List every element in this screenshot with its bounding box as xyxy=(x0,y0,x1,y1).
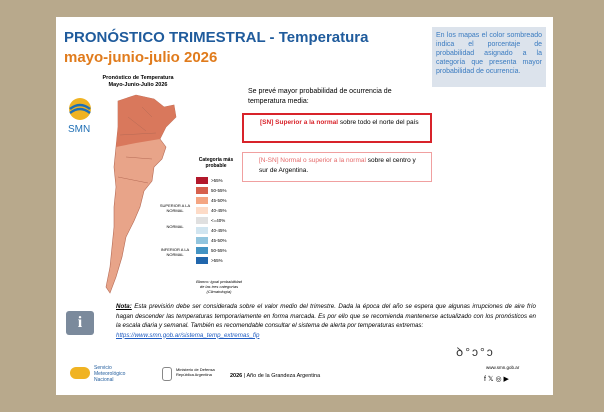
legend-item: 50-55% xyxy=(196,185,227,195)
note: Nota: Esta previsión debe ser considerad… xyxy=(116,302,536,340)
map-area: SMN xyxy=(68,94,177,294)
footer-year: 2026 | Año de la Grandeza Argentina xyxy=(230,373,321,379)
legend-swatch xyxy=(196,236,208,244)
legend-item: <=40% xyxy=(196,215,227,225)
footer-ministry: Ministerio de Defensa República Argentin… xyxy=(176,367,215,377)
legend-swatch xyxy=(196,196,208,204)
legend-item: 45-50% xyxy=(196,195,227,205)
legend-label: 50-55% xyxy=(211,247,227,253)
footer-emblem xyxy=(162,367,172,381)
legend-label: 40-45% xyxy=(211,207,227,213)
map-title: Pronóstico de Temperatura Mayo-Junio-Juli… xyxy=(92,75,184,89)
forecast-label: [N-SN] Normal o superior a la normal xyxy=(259,157,366,164)
note-label: Nota: xyxy=(116,303,132,310)
forecast-intro: Se prevé mayor probabilidad de ocurrenci… xyxy=(248,88,392,105)
legend-label: >55% xyxy=(211,177,223,183)
legend-swatch xyxy=(196,176,208,184)
legend-item: >55% xyxy=(196,255,227,265)
info-box: En los mapas el color sombreado indica e… xyxy=(432,27,546,87)
legend-swatch xyxy=(196,256,208,264)
legend-swatch xyxy=(196,216,208,224)
map-borders xyxy=(117,106,157,184)
map-subtitle: Mayo-Junio-Julio 2026 xyxy=(108,82,168,88)
group-normal: NORMAL xyxy=(166,224,184,229)
forecast-text: sobre todo el norte del país xyxy=(339,119,419,126)
legend-label: <=40% xyxy=(211,217,226,223)
map-note: Blanco: igual probabilidad de las tres c… xyxy=(196,279,242,294)
map-title-text: Pronóstico de Temperatura xyxy=(102,75,174,81)
forecast-box-sn: [SN] Superior a la normal sobre todo el … xyxy=(242,113,432,143)
info-icon: i xyxy=(66,311,94,335)
legend-label: 40-45% xyxy=(211,227,227,233)
legend-swatch xyxy=(196,206,208,214)
legend-item: 40-45% xyxy=(196,225,227,235)
legend: >55% 50-55% 45-50% 40-45% <=40% 40-45% 45-50% 5… xyxy=(196,175,227,265)
footer-year-label: 2026 xyxy=(230,373,243,379)
decor: ꝺ°ɔ°ɔ xyxy=(456,345,495,359)
logo-text: SMN xyxy=(68,124,90,135)
logo-waves xyxy=(69,103,91,115)
legend-title: Categoría más probable xyxy=(198,157,234,169)
legend-item: 45-50% xyxy=(196,235,227,245)
subtitle: mayo-junio-julio 2026 xyxy=(64,49,218,66)
legend-label: 50-55% xyxy=(211,187,227,193)
forecast-text: sobre el centro y sur de Argentina. xyxy=(259,157,416,174)
legend-item: 50-55% xyxy=(196,245,227,255)
forecast-box-nsn: [N-SN] Normal o superior a la normal sob… xyxy=(242,152,432,182)
legend-label: >55% xyxy=(211,257,223,263)
legend-label: 45-50% xyxy=(211,237,227,243)
legend-item: >55% xyxy=(196,175,227,185)
group-sup: SUPERIOR A LA NORMAL xyxy=(159,203,191,213)
legend-swatch xyxy=(196,226,208,234)
legend-swatch xyxy=(196,246,208,254)
slide: PRONÓSTICO TRIMESTRAL - Temperatura mayo… xyxy=(56,17,553,395)
footer-logo xyxy=(70,367,90,379)
footer-web: www.smn.gob.ar xyxy=(486,365,520,370)
legend-item: 40-45% xyxy=(196,205,227,215)
legend-swatch xyxy=(196,186,208,194)
footer-year-text: Año de la Grandeza Argentina xyxy=(246,373,321,379)
note-link[interactable]: https://www.smn.gob.ar/sistema_temp_extr… xyxy=(116,331,260,339)
group-inf: INFERIOR A LA NORMAL xyxy=(160,247,190,257)
note-text: Esta previsión debe ser considerada sobr… xyxy=(116,303,536,329)
social-icons: f 𝕏 ◎ ▶ xyxy=(484,376,509,383)
legend-label: 45-50% xyxy=(211,197,227,203)
title: PRONÓSTICO TRIMESTRAL - Temperatura xyxy=(64,29,369,46)
footer-org: Servicio Meteorológico Nacional xyxy=(94,365,126,383)
forecast-label: [SN] Superior a la normal xyxy=(260,119,339,126)
map-north xyxy=(116,95,176,147)
